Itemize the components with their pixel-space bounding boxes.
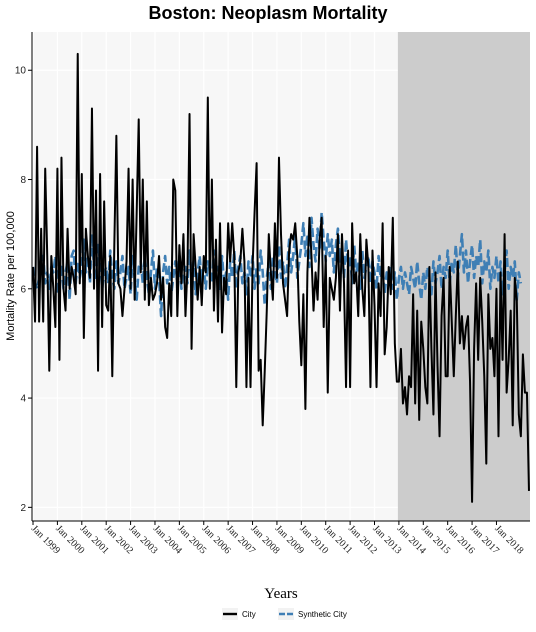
y-tick-label: 6 [20,284,26,295]
y-tick-label: 10 [15,66,27,77]
legend-label: Synthetic City [298,610,347,619]
chart-title: Boston: Neoplasm Mortality [148,3,387,23]
legend-label: City [242,610,256,619]
y-tick-label: 2 [20,503,26,514]
series-line-city [32,52,530,503]
y-axis-ticks: 2 4 6 8 10 [15,66,32,514]
series-layer [31,52,530,503]
legend: City Synthetic City [222,608,347,620]
axes [31,32,530,522]
y-tick-label: 8 [20,175,26,186]
y-tick-label: 4 [20,394,26,405]
x-axis-label: Years [264,586,298,602]
legend-key-bg [278,608,294,620]
y-axis-label: Mortality Rate per 100,000 [5,211,17,341]
